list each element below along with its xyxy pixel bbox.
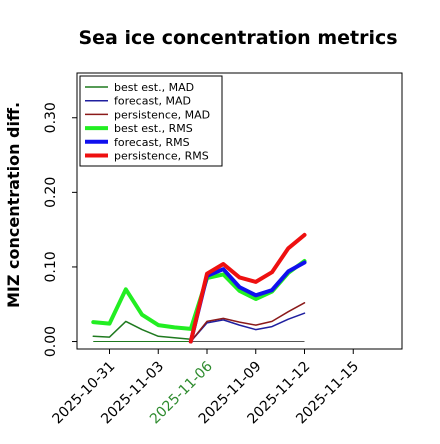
chart-title: Sea ice concentration metrics: [78, 27, 397, 49]
legend-label-3: persistence, MAD: [114, 108, 210, 121]
series-line-6: [188, 232, 307, 344]
series-line-3: [190, 302, 306, 343]
legend-box: [79, 75, 223, 167]
legend-label-4: best est., RMS: [114, 122, 193, 135]
y-axis-label: MIZ concentration diff.: [4, 102, 23, 308]
y-axis: 0.00 0.10 0.20 0.30: [43, 102, 77, 357]
series-layer: [91, 232, 307, 344]
legend-label-6: persistence, RMS: [114, 150, 209, 163]
y-tick-label-0: 0.00: [43, 326, 59, 357]
series-line-1: [92, 320, 192, 341]
legend-label-2: forecast, MAD: [114, 95, 191, 108]
y-tick-label-1: 0.10: [43, 251, 59, 282]
y-tick-label-2: 0.20: [43, 177, 59, 208]
legend-label-5: forecast, RMS: [114, 136, 190, 149]
legend-label-1: best est., MAD: [114, 81, 194, 94]
y-tick-label-3: 0.30: [43, 102, 59, 133]
x-axis: 2025-10-312025-11-032025-11-062025-11-09…: [49, 349, 362, 427]
series-line-2: [190, 312, 306, 343]
plot-frame: [76, 72, 403, 350]
series-line-5: [188, 260, 307, 344]
